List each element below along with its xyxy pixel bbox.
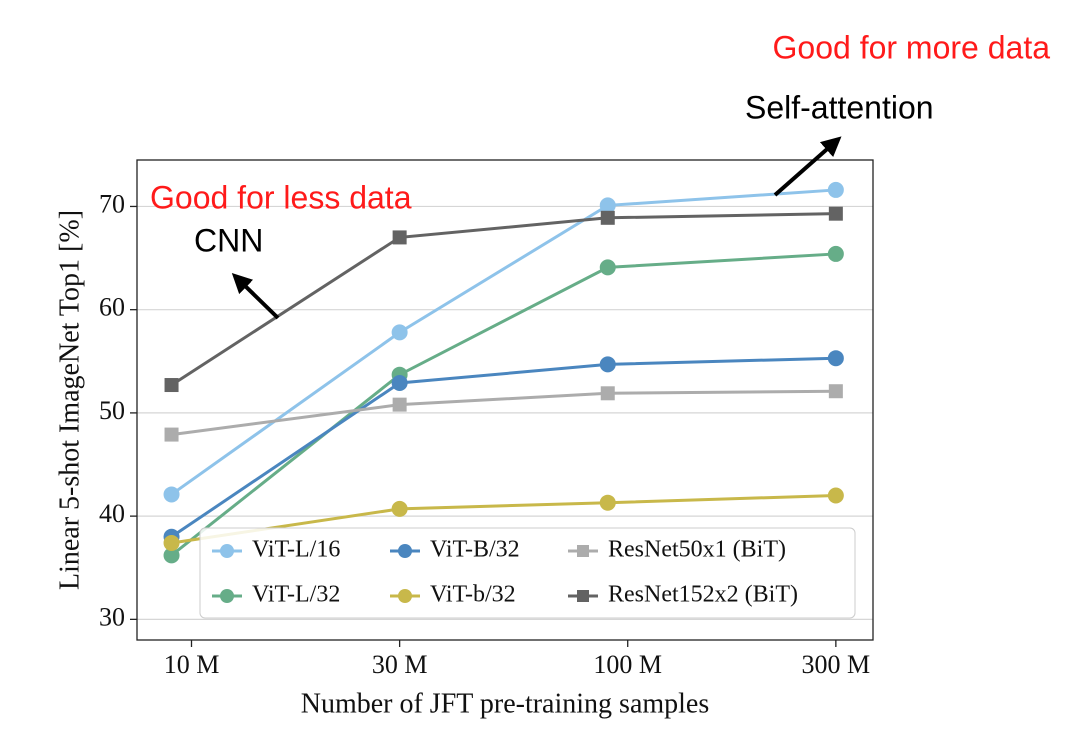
legend-box [199, 527, 856, 619]
y-tick-label: 60 [99, 293, 125, 322]
series [163, 181, 844, 564]
x-axis-label: Number of JFT pre-training samples [301, 688, 710, 719]
point [827, 181, 844, 198]
point [827, 487, 844, 504]
legend-swatch [220, 589, 234, 603]
y-tick-label: 70 [99, 189, 125, 218]
legend-entry: ResNet152x2 (BiT) [568, 582, 798, 608]
point [163, 486, 180, 503]
legend-swatch [398, 544, 412, 558]
x-tick-label: 10 M [164, 650, 220, 679]
legend: ViT-L/16 ViT-L/32 ViT-B/32 ViT-b/32 ResNet50… [199, 527, 856, 619]
annotation: Self-attention [745, 89, 934, 125]
y-tick-label: 50 [99, 396, 125, 425]
point [392, 230, 407, 245]
point [391, 374, 408, 391]
y-tick-label: 40 [99, 499, 125, 528]
point [828, 206, 843, 221]
axes: 30 40 50 60 70 10 M 30 M 100 M 300 M [99, 189, 870, 679]
legend-label: ViT-B/32 [430, 537, 520, 563]
legend-label: ResNet50x1 (BiT) [608, 537, 786, 563]
y-tick-label: 30 [99, 602, 125, 631]
annotation: Good for more data [773, 29, 1051, 65]
point [163, 547, 180, 564]
legend-entry: ViT-L/16 [212, 537, 340, 563]
grid [137, 205, 873, 620]
point [827, 350, 844, 367]
legend-swatch [220, 544, 234, 558]
point [391, 500, 408, 517]
series-line [170, 188, 836, 496]
point [600, 386, 615, 401]
legend-entry: ViT-b/32 [390, 582, 516, 608]
y-axis-label: Linear 5-shot ImageNet Top1 [%] [54, 210, 85, 590]
series-line [171, 493, 836, 545]
point [164, 378, 179, 393]
series-line [170, 252, 836, 557]
annotation: CNN [194, 222, 263, 258]
arrow [773, 136, 842, 197]
legend-label: ResNet152x2 (BiT) [608, 582, 798, 608]
legend-entry: ResNet50x1 (BiT) [568, 537, 786, 563]
legend-entry: ViT-B/32 [390, 537, 520, 563]
legend-swatch [398, 589, 412, 603]
point [828, 384, 843, 399]
point [599, 197, 616, 214]
point [599, 494, 616, 511]
series-line [170, 212, 836, 387]
legend-swatch [577, 545, 589, 557]
annotation: Good for less data [150, 179, 412, 215]
x-tick-label: 100 M [593, 650, 662, 679]
series-line [170, 356, 836, 539]
point [599, 259, 616, 276]
point [391, 324, 408, 341]
point [163, 534, 180, 551]
point [392, 397, 407, 412]
legend-entry: ViT-L/32 [212, 582, 340, 608]
x-tick-label: 300 M [802, 650, 871, 679]
point [599, 356, 616, 373]
x-tick-label: 30 M [372, 650, 428, 679]
legend-label: ViT-L/32 [252, 582, 340, 608]
point [164, 427, 179, 442]
point [600, 210, 615, 225]
arrow [231, 273, 280, 320]
plot-frame [136, 159, 874, 641]
legend-label: ViT-L/16 [252, 537, 340, 563]
series-line [171, 389, 836, 437]
legend-label: ViT-b/32 [430, 582, 516, 608]
legend-swatch [577, 590, 589, 602]
point [827, 245, 844, 262]
